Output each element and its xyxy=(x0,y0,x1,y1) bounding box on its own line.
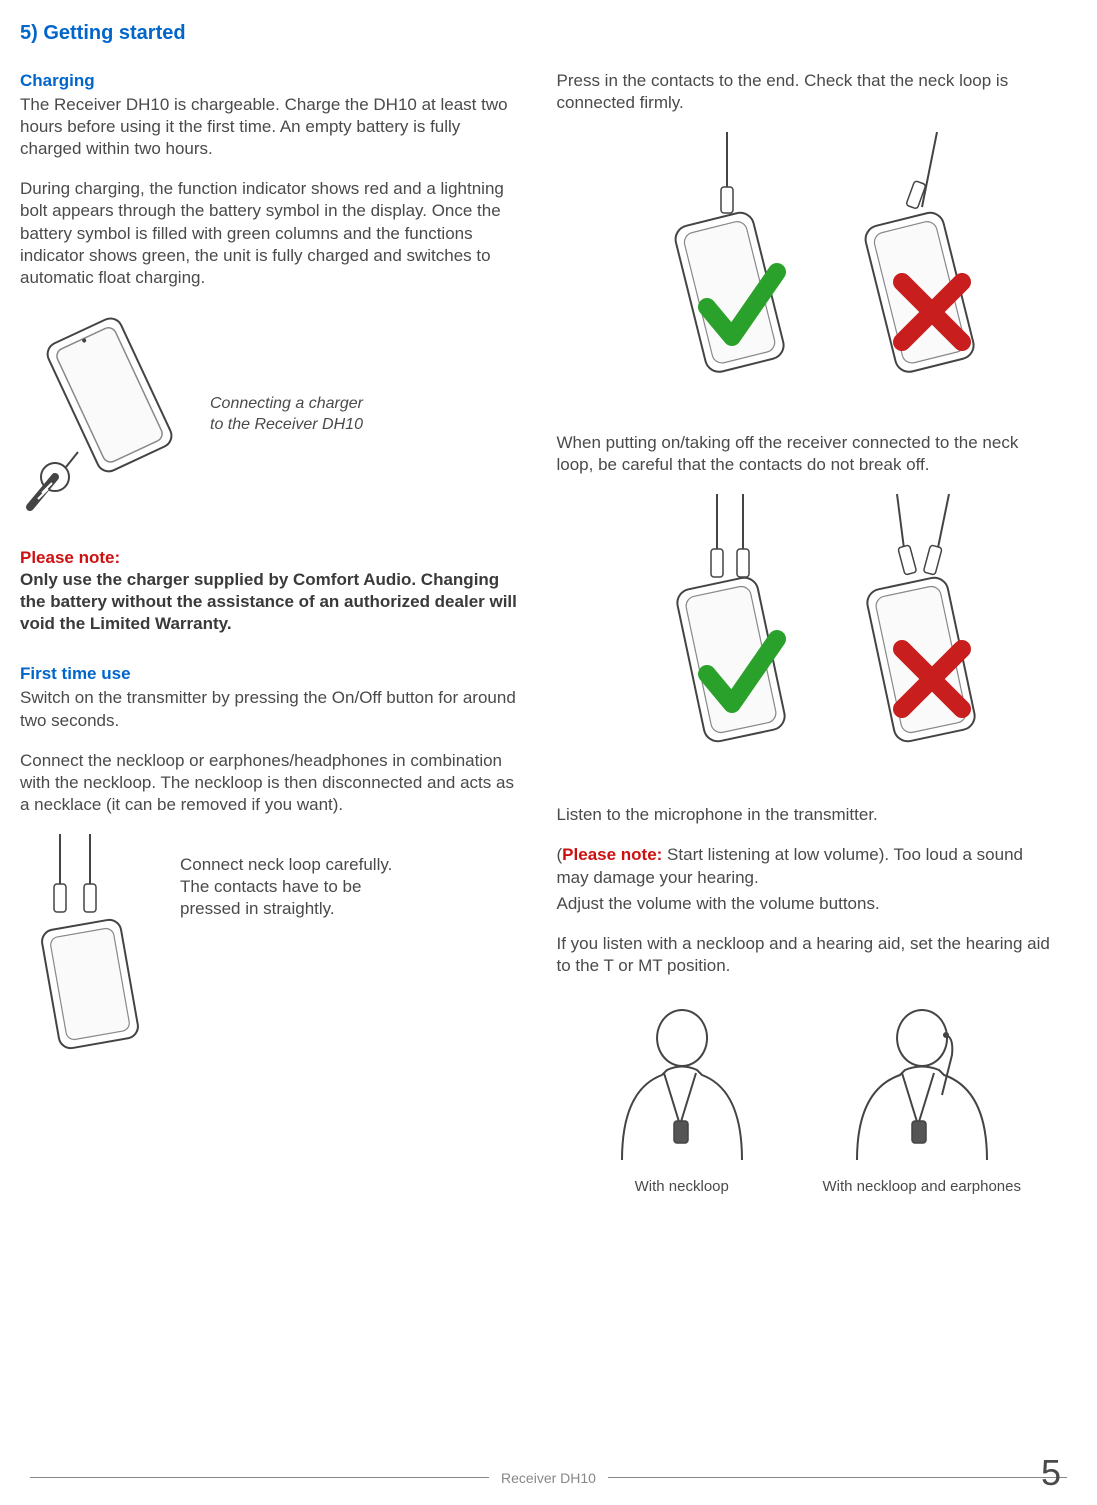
first-time-heading: First time use xyxy=(20,663,521,685)
left-column: Charging The Receiver DH10 is chargeable… xyxy=(20,70,521,1197)
neckloop-illustration-block: Connect neck loop carefully. The contact… xyxy=(20,834,521,1060)
charging-paragraph-2: During charging, the function indicator … xyxy=(20,178,521,288)
page-footer: Receiver DH10 xyxy=(0,1469,1097,1487)
please-note-inline: Please note: xyxy=(562,845,662,864)
person-neckloop-earphones-icon xyxy=(822,995,1022,1171)
charger-caption: Connecting a charger to the Receiver DH1… xyxy=(210,394,363,436)
people-illustration-row: With neckloop With neckloop and earphone… xyxy=(557,995,1058,1197)
person-neckloop-icon xyxy=(592,995,772,1171)
person-neckloop-label: With neckloop xyxy=(635,1177,729,1197)
charging-paragraph-1: The Receiver DH10 is chargeable. Charge … xyxy=(20,94,521,160)
adjust-volume-paragraph: Adjust the volume with the volume button… xyxy=(557,893,1058,915)
listen-paragraph: Listen to the microphone in the transmit… xyxy=(557,804,1058,826)
check-cross-illustration-1 xyxy=(557,132,1058,412)
putting-on-paragraph: When putting on/taking off the receiver … xyxy=(557,432,1058,476)
footer-line-right xyxy=(608,1477,1067,1478)
hearing-aid-paragraph: If you listen with a neckloop and a hear… xyxy=(557,933,1058,977)
device-with-charger-icon xyxy=(20,307,190,523)
volume-note-paragraph: (Please note: Start listening at low vol… xyxy=(557,844,1058,888)
page-title: 5) Getting started xyxy=(20,20,1057,46)
footer-product-name: Receiver DH10 xyxy=(501,1469,596,1487)
please-note-heading: Please note: xyxy=(20,547,521,569)
neckloop-caption: Connect neck loop carefully. The contact… xyxy=(180,854,392,920)
check-cross-illustration-2 xyxy=(557,494,1058,784)
footer-line-left xyxy=(30,1477,489,1478)
first-time-p1: Switch on the transmitter by pressing th… xyxy=(20,687,521,731)
press-contacts-paragraph: Press in the contacts to the end. Check … xyxy=(557,70,1058,114)
person-neckloop-earphones-label: With neckloop and earphones xyxy=(823,1177,1021,1197)
first-time-p2: Connect the neckloop or earphones/headph… xyxy=(20,750,521,816)
person-neckloop-earphones-block: With neckloop and earphones xyxy=(822,995,1022,1197)
charger-caption-line1: Connecting a charger xyxy=(210,394,363,415)
person-neckloop-block: With neckloop xyxy=(592,995,772,1197)
neckloop-caption-line3: pressed in straightly. xyxy=(180,898,392,920)
two-column-layout: Charging The Receiver DH10 is chargeable… xyxy=(20,70,1057,1197)
please-note-body: Only use the charger supplied by Comfort… xyxy=(20,569,521,635)
neckloop-device-icon xyxy=(20,834,160,1060)
neckloop-caption-line1: Connect neck loop carefully. xyxy=(180,854,392,876)
charging-heading: Charging xyxy=(20,70,521,92)
neckloop-caption-line2: The contacts have to be xyxy=(180,876,392,898)
charger-caption-line2: to the Receiver DH10 xyxy=(210,415,363,436)
charger-illustration-block: Connecting a charger to the Receiver DH1… xyxy=(20,307,521,523)
right-column: Press in the contacts to the end. Check … xyxy=(557,70,1058,1197)
page-number: 5 xyxy=(1041,1450,1061,1497)
